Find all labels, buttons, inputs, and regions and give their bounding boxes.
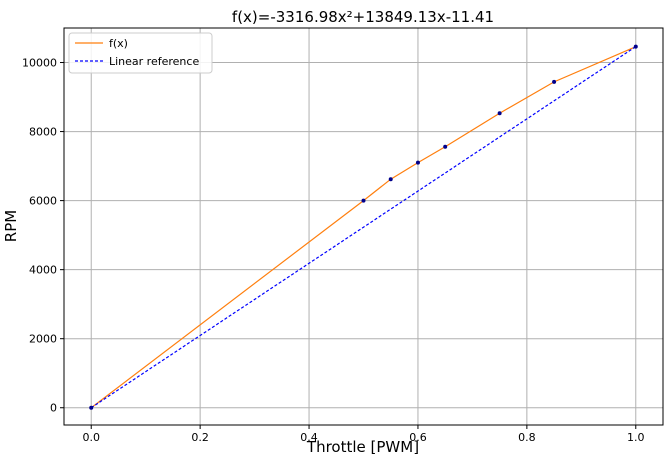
- legend: f(x) Linear reference: [68, 32, 213, 74]
- y-axis-label: RPM: [2, 210, 20, 242]
- plot-frame: [63, 27, 664, 426]
- x-tick-label: 0.0: [82, 431, 100, 444]
- series-line-linear-reference: [90, 46, 637, 409]
- data-points: [89, 44, 638, 410]
- y-tick-label: 10000: [22, 57, 57, 70]
- data-point: [89, 405, 94, 410]
- x-tick-label: 0.2: [191, 431, 209, 444]
- x-axis-label: Throttle [PWM]: [306, 438, 419, 456]
- data-point: [633, 44, 638, 49]
- data-point: [443, 144, 448, 149]
- y-tick-label: 6000: [29, 195, 57, 208]
- legend-box: [68, 32, 213, 74]
- series-line-fx: [90, 46, 637, 409]
- y-tick-label: 2000: [29, 333, 57, 346]
- y-axis: 0 2000 4000 6000 8000 10000: [22, 57, 64, 415]
- data-point: [497, 111, 502, 116]
- data-point: [388, 177, 393, 182]
- y-tick-label: 4000: [29, 264, 57, 277]
- x-tick-label: 0.6: [409, 431, 427, 444]
- series-layer: [90, 46, 637, 409]
- data-point: [361, 198, 366, 203]
- x-tick-label: 0.8: [518, 431, 536, 444]
- data-point: [552, 79, 557, 84]
- y-tick-label: 0: [50, 402, 57, 415]
- x-tick-label: 0.4: [300, 431, 318, 444]
- data-point: [415, 160, 420, 165]
- legend-label-fx: f(x): [109, 37, 128, 50]
- x-axis: 0.0 0.2 0.4 0.6 0.8 1.0: [82, 425, 645, 444]
- x-tick-label: 1.0: [627, 431, 645, 444]
- legend-label-linear: Linear reference: [109, 55, 199, 68]
- y-tick-label: 8000: [29, 126, 57, 139]
- chart-title: f(x)=-3316.98x²+13849.13x-11.41: [232, 8, 494, 26]
